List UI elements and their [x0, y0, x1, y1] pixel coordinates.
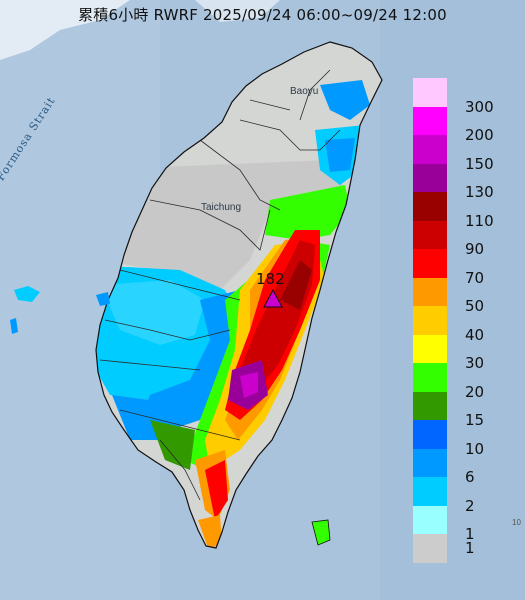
legend-label: 110 — [465, 211, 494, 230]
legend-label: 30 — [465, 354, 485, 372]
map-title: 累積6小時 RWRF 2025/09/24 06:00~09/24 12:00 — [78, 6, 447, 24]
legend-label: 20 — [465, 382, 485, 401]
legend-label: 1 — [465, 525, 475, 543]
legend-label: 6 — [465, 468, 475, 486]
legend-swatch — [413, 334, 447, 363]
legend: 300 200 150 130 110 90 70 50 40 30 20 15 10 6 2 1 1 — [413, 78, 494, 563]
legend-label: 90 — [465, 240, 485, 258]
county-borders — [99, 69, 341, 501]
legend-swatch — [413, 220, 447, 249]
penghu-rain — [14, 286, 40, 302]
legend-swatch — [413, 306, 447, 335]
max-value-label: 182 — [256, 270, 285, 288]
legend-label: 15 — [465, 411, 485, 429]
legend-swatch — [413, 505, 447, 534]
legend-label: 10 — [465, 439, 485, 458]
cloud-top-left — [0, 0, 130, 60]
penghu-island — [10, 318, 18, 334]
legend-swatch — [413, 534, 447, 563]
legend-label: 70 — [465, 268, 485, 287]
legend-swatch — [413, 78, 447, 107]
legend-swatch — [413, 391, 447, 420]
cloud-top — [195, 0, 280, 22]
legend-swatch — [413, 448, 447, 477]
legend-label: 50 — [465, 297, 485, 315]
legend-label: 300 — [465, 97, 494, 116]
legend-swatch — [413, 192, 447, 221]
place-taichung: Taichung — [201, 202, 242, 213]
legend-label: 130 — [465, 183, 494, 201]
legend-label: 40 — [465, 325, 485, 344]
legend-swatch — [413, 477, 447, 506]
place-baoyu: Baoyu — [290, 86, 319, 97]
legend-swatch — [413, 106, 447, 135]
max-marker-icon — [263, 288, 283, 308]
legend-swatch — [413, 163, 447, 192]
legend-swatch — [413, 420, 447, 449]
edge-number: 10 — [512, 518, 521, 527]
rain-layer — [96, 80, 370, 548]
legend-label: 200 — [465, 126, 494, 144]
legend-swatch — [413, 277, 447, 306]
legend-label: 150 — [465, 154, 494, 173]
coast-rain-patch — [96, 292, 110, 306]
island-outline — [95, 41, 383, 549]
legend-swatch — [413, 363, 447, 392]
green-island — [311, 519, 331, 546]
sea-shade-east — [380, 0, 525, 600]
legend-label-bottom: 1 — [465, 539, 475, 558]
legend-swatch — [413, 249, 447, 278]
legend-colorbar — [413, 78, 447, 563]
legend-swatch — [413, 135, 447, 164]
legend-label: 2 — [465, 496, 475, 515]
